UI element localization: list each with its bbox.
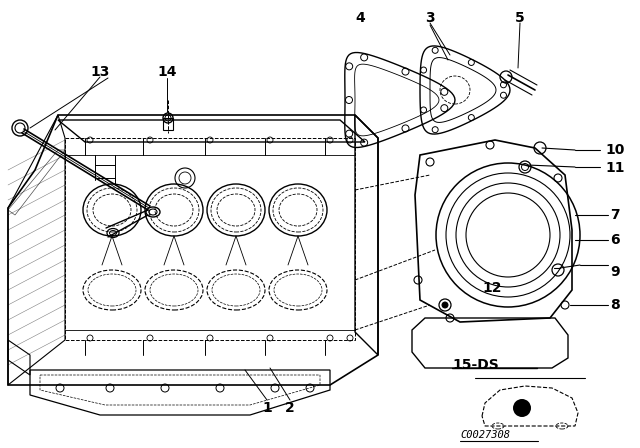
Text: 7: 7 bbox=[610, 208, 620, 222]
Circle shape bbox=[513, 399, 531, 417]
Text: 10: 10 bbox=[605, 143, 625, 157]
Text: 12: 12 bbox=[483, 281, 502, 295]
Text: 3: 3 bbox=[425, 11, 435, 25]
Text: 1: 1 bbox=[262, 401, 272, 415]
Text: 13: 13 bbox=[90, 65, 109, 79]
Text: C0027308: C0027308 bbox=[460, 430, 510, 440]
Text: 11: 11 bbox=[605, 161, 625, 175]
Circle shape bbox=[15, 123, 25, 133]
Text: 4: 4 bbox=[355, 11, 365, 25]
Text: 9: 9 bbox=[610, 265, 620, 279]
Text: 8: 8 bbox=[610, 298, 620, 312]
Text: 2: 2 bbox=[285, 401, 295, 415]
Text: 6: 6 bbox=[610, 233, 620, 247]
Circle shape bbox=[442, 302, 448, 308]
Text: 14: 14 bbox=[157, 65, 177, 79]
Text: 5: 5 bbox=[515, 11, 525, 25]
Text: 15-DS: 15-DS bbox=[452, 358, 499, 372]
